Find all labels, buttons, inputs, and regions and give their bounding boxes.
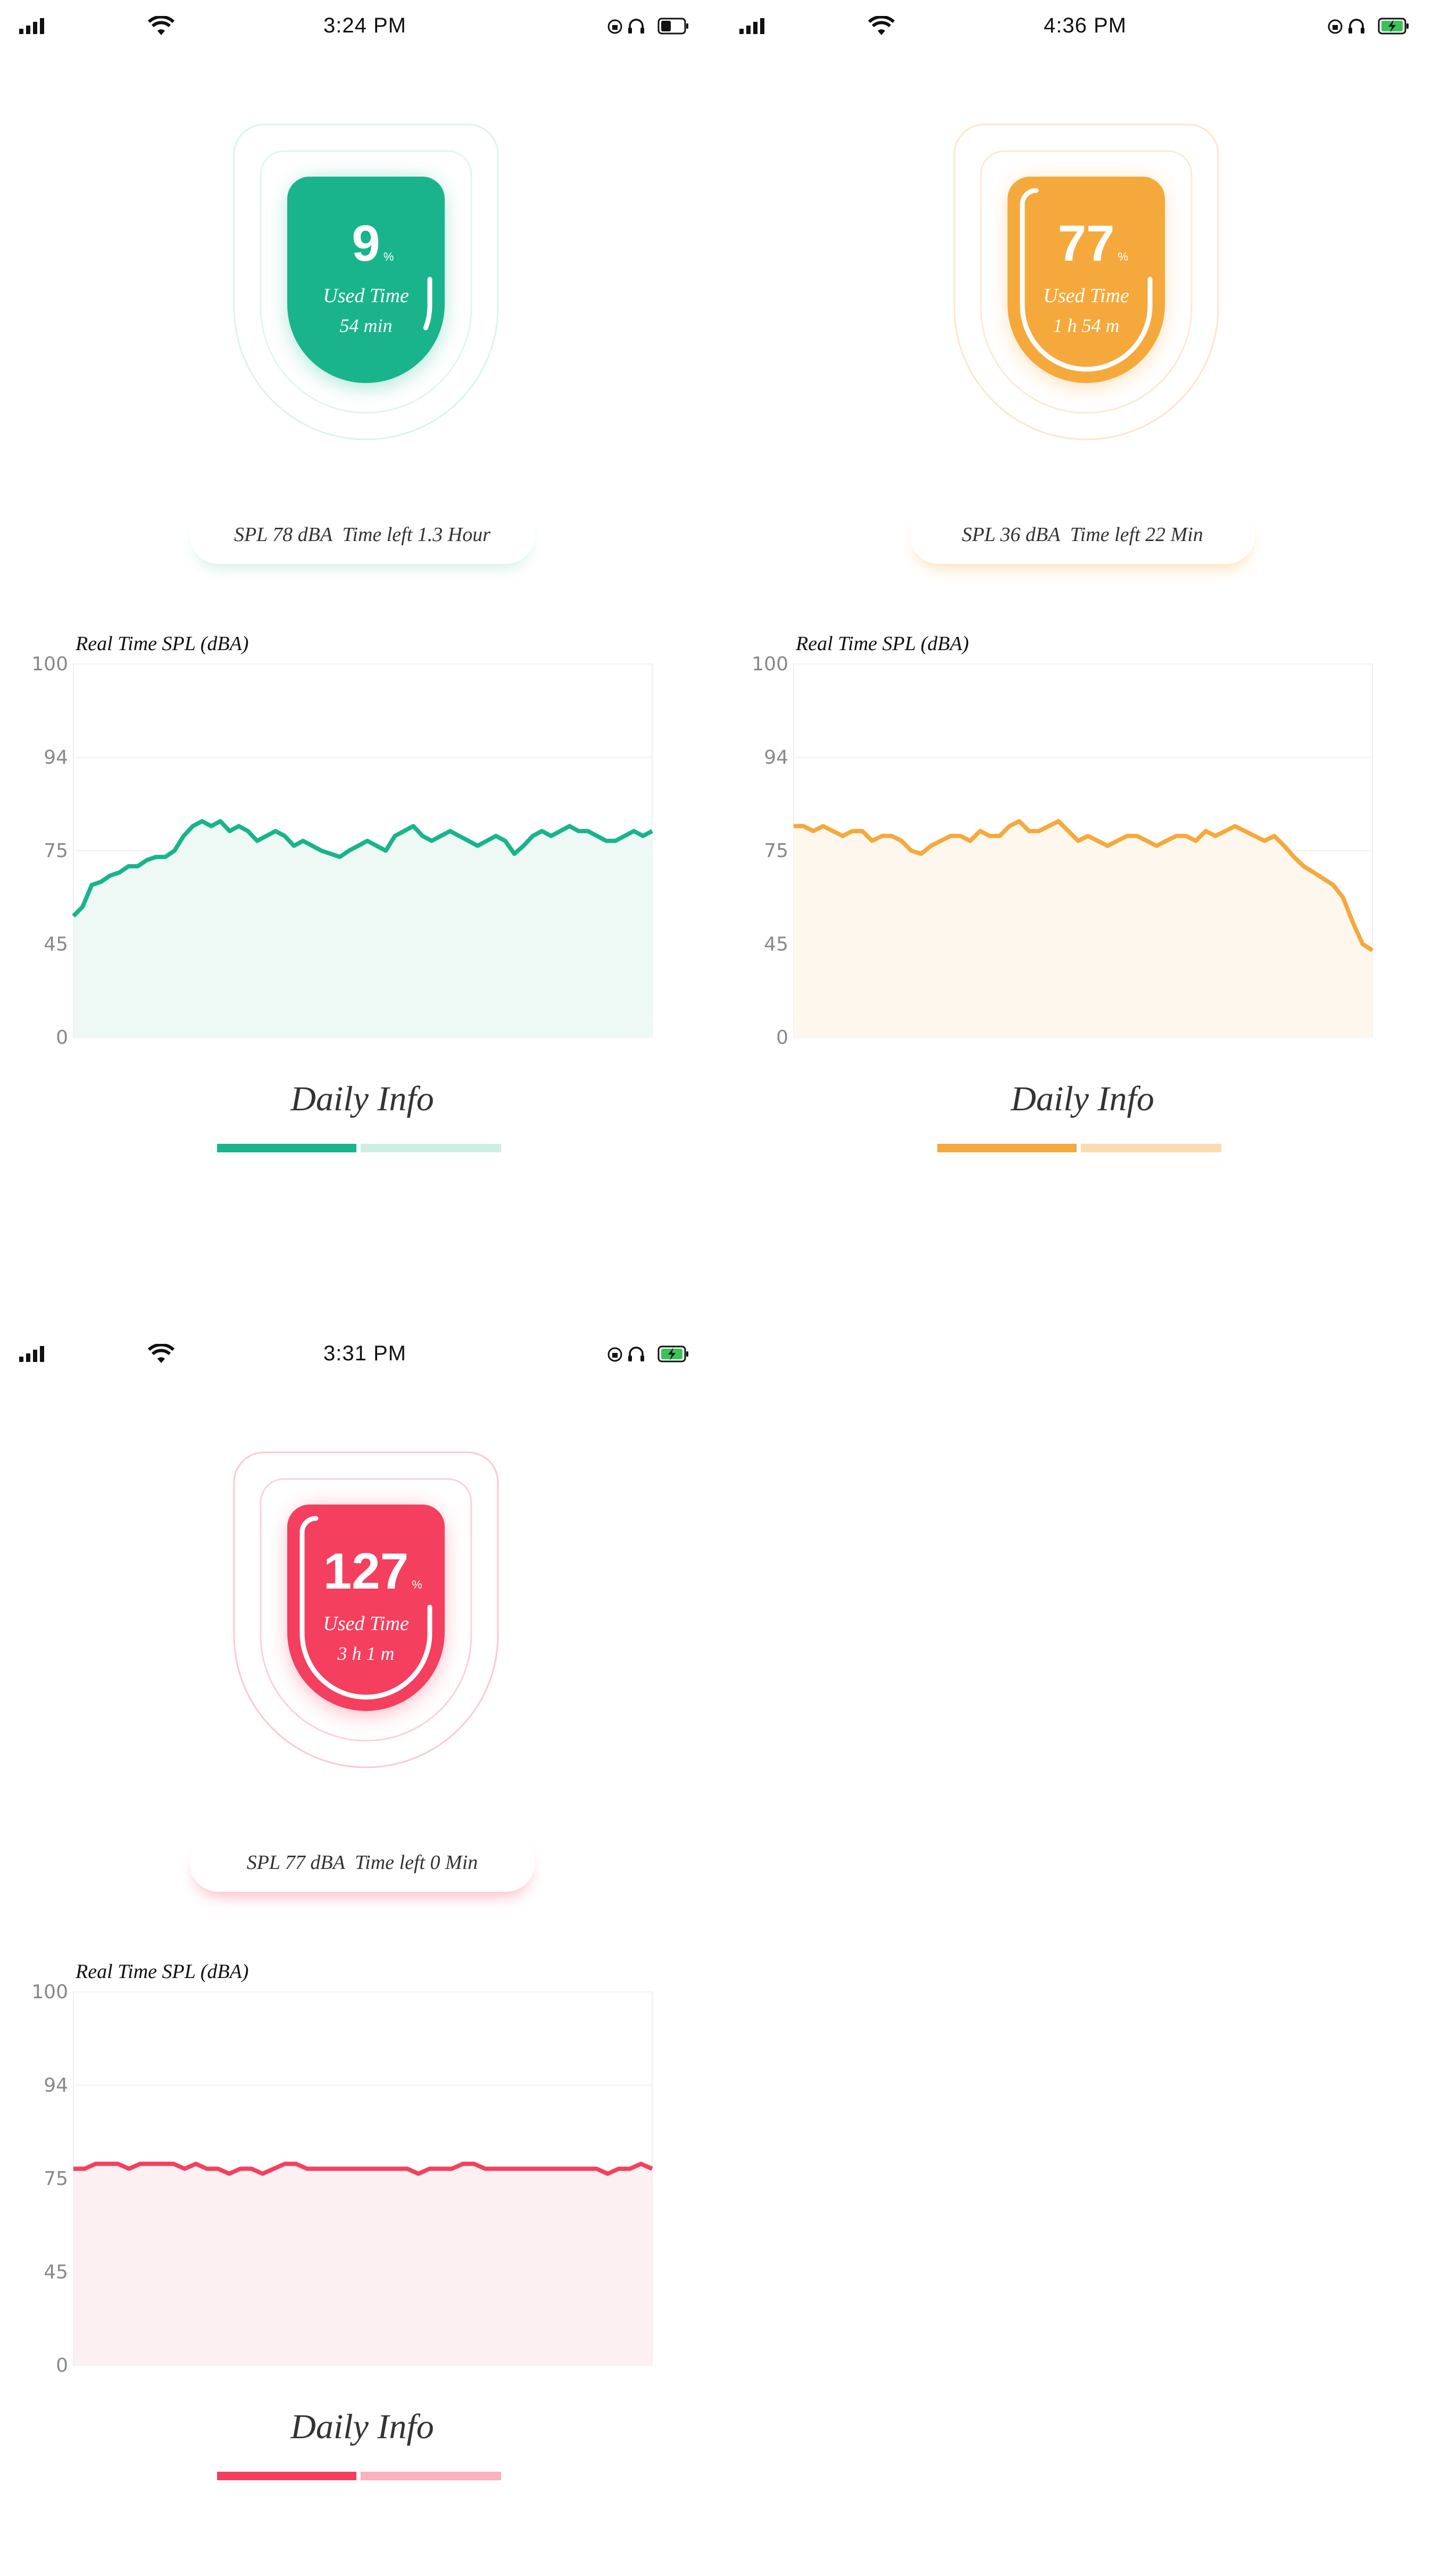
- status-bar: 4:36 PM: [720, 0, 1445, 59]
- battery-icon: [657, 1345, 688, 1362]
- orientation-lock-icon: [607, 1347, 622, 1362]
- usage-gauge: 77% Used Time 1 h 54 m: [953, 123, 1219, 441]
- realtime-spl-chart: Real Time SPL (dBA) 100 94 75 45 0: [720, 617, 1445, 1059]
- page-indicator-active: [217, 2472, 356, 2480]
- chart-area-fill: [73, 2164, 652, 2365]
- gauge-tile: [1007, 177, 1165, 383]
- wifi-icon: [147, 15, 175, 39]
- y-tick-label: 75: [44, 2168, 68, 2190]
- headphones-icon: [628, 1347, 644, 1361]
- gauge-outer-ring: [233, 1451, 499, 1768]
- page-indicator-inactive: [1081, 1144, 1221, 1152]
- daily-info-button[interactable]: Daily Info: [290, 1079, 434, 1118]
- gauge-percent-sign: %: [412, 1578, 422, 1591]
- wifi-icon: [147, 1343, 175, 1367]
- gauge-inner-ring: [260, 1478, 472, 1742]
- page-indicator-active: [217, 1144, 356, 1152]
- signal-icon: [19, 18, 49, 37]
- orientation-lock-icon: [607, 19, 622, 34]
- y-tick-label: 100: [31, 1981, 68, 2003]
- realtime-spl-chart: Real Time SPL (dBA) 100 94 75 45 0: [0, 1945, 724, 2387]
- status-icons: [606, 18, 713, 38]
- page-indicator-inactive: [361, 2472, 501, 2480]
- usage-gauge: 9% Used Time 54 min: [233, 123, 499, 441]
- status-icons: [606, 1345, 713, 1366]
- screen-green: 3:24 PM 9% Used Time 54 min SPL 78 dBA Time …: [0, 0, 724, 1248]
- page-indicator-active: [937, 1144, 1077, 1152]
- spl-status-pill: SPL 36 dBA Time left 22 Min: [910, 505, 1255, 564]
- signal-icon: [739, 18, 769, 37]
- y-tick-label: 45: [764, 934, 788, 955]
- gauge-outer-ring: [233, 123, 499, 441]
- gauge-outer-ring: [953, 123, 1219, 441]
- usage-gauge: 127% Used Time 3 h 1 m: [233, 1451, 499, 1768]
- y-tick-label: 94: [764, 747, 788, 769]
- chart-series-line: [73, 2162, 653, 2176]
- chart-series-line: [794, 819, 1374, 952]
- battery-icon: [1378, 18, 1409, 35]
- signal-icon: [19, 1346, 49, 1365]
- gauge-percent: 127: [323, 1543, 409, 1600]
- y-tick-label: 94: [44, 2075, 68, 2097]
- chart-title: Real Time SPL (dBA): [795, 633, 969, 655]
- y-tick-label: 45: [44, 934, 68, 955]
- spl-status-pill: SPL 78 dBA Time left 1.3 Hour: [189, 505, 535, 564]
- gauge-percent: 9: [352, 215, 380, 272]
- y-tick-label: 0: [56, 1027, 68, 1049]
- used-time-label: Used Time: [1043, 285, 1129, 307]
- y-tick-label: 0: [56, 2355, 68, 2376]
- y-tick-label: 45: [44, 2262, 68, 2283]
- chart-area-fill: [73, 821, 652, 1037]
- headphones-icon: [628, 19, 644, 34]
- status-bar: 3:31 PM: [0, 1328, 724, 1386]
- y-tick-label: 100: [31, 653, 68, 675]
- screen-red: 3:31 PM 127% Used Time 3 h 1 m SPL 77 dBA Ti…: [0, 1328, 724, 2576]
- gauge-progress-arc: [1020, 188, 1153, 372]
- status-time: 3:24 PM: [323, 14, 406, 37]
- y-tick-label: 0: [776, 1027, 788, 1049]
- gauge-percent: 77: [1058, 215, 1115, 272]
- status-time: 4:36 PM: [1044, 14, 1127, 37]
- page-indicator-inactive: [361, 1144, 501, 1152]
- gauge-inner-ring: [260, 150, 472, 414]
- headphones-icon: [1348, 19, 1364, 34]
- status-time: 3:31 PM: [323, 1342, 406, 1365]
- chart-series-line: [72, 819, 653, 918]
- gauge-tile: [287, 177, 445, 383]
- gauge-tile: [287, 1505, 445, 1711]
- orientation-lock-icon: [1328, 19, 1343, 34]
- chart-title: Real Time SPL (dBA): [75, 1960, 248, 1983]
- screen-orange: 4:36 PM 77% Used Time 1 h 54 m SPL 36 dBA Ti…: [720, 0, 1445, 1248]
- gauge-progress-arc: [299, 1516, 432, 1700]
- used-time-value: 54 min: [340, 315, 393, 336]
- y-tick-label: 100: [752, 653, 788, 675]
- status-icons: [1327, 18, 1433, 38]
- spl-status-pill: SPL 77 dBA Time left 0 Min: [189, 1833, 535, 1892]
- chart-area-fill: [794, 821, 1372, 1037]
- used-time-label: Used Time: [323, 1613, 409, 1635]
- used-time-label: Used Time: [323, 285, 409, 307]
- daily-info-button[interactable]: Daily Info: [1011, 1079, 1154, 1118]
- status-bar: 3:24 PM: [0, 0, 724, 59]
- chart-title: Real Time SPL (dBA): [75, 633, 248, 655]
- gauge-percent-sign: %: [1118, 250, 1128, 263]
- gauge-percent-sign: %: [384, 250, 394, 263]
- y-tick-label: 75: [764, 840, 788, 862]
- gauge-inner-ring: [980, 150, 1193, 414]
- battery-icon: [657, 18, 688, 35]
- realtime-spl-chart: Real Time SPL (dBA) 100 94 75 45 0: [0, 617, 724, 1059]
- y-tick-label: 94: [44, 747, 68, 769]
- daily-info-button[interactable]: Daily Info: [290, 2407, 434, 2446]
- used-time-value: 3 h 1 m: [337, 1643, 395, 1664]
- y-tick-label: 75: [44, 840, 68, 862]
- wifi-icon: [868, 15, 895, 39]
- used-time-value: 1 h 54 m: [1053, 315, 1120, 336]
